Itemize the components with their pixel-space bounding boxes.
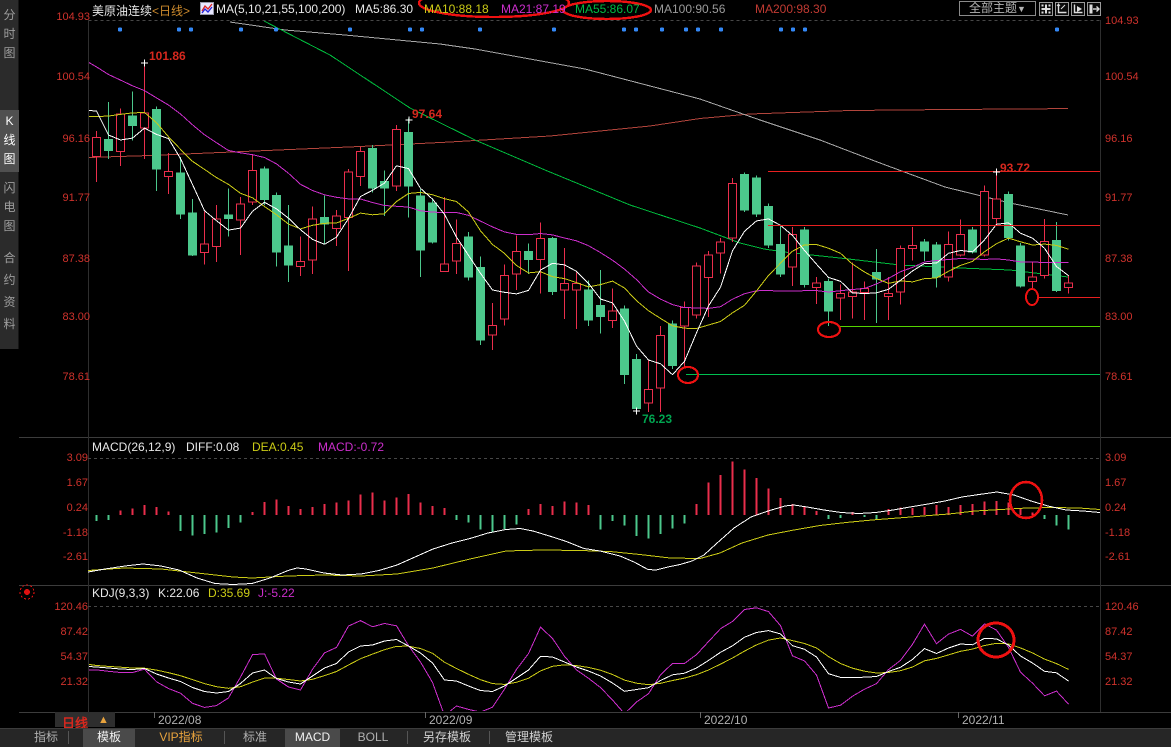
- svg-text:97.64: 97.64: [412, 107, 442, 121]
- svg-text:76.23: 76.23: [642, 412, 672, 426]
- svg-text:93.72: 93.72: [1000, 161, 1030, 175]
- svg-text:101.86: 101.86: [149, 49, 186, 63]
